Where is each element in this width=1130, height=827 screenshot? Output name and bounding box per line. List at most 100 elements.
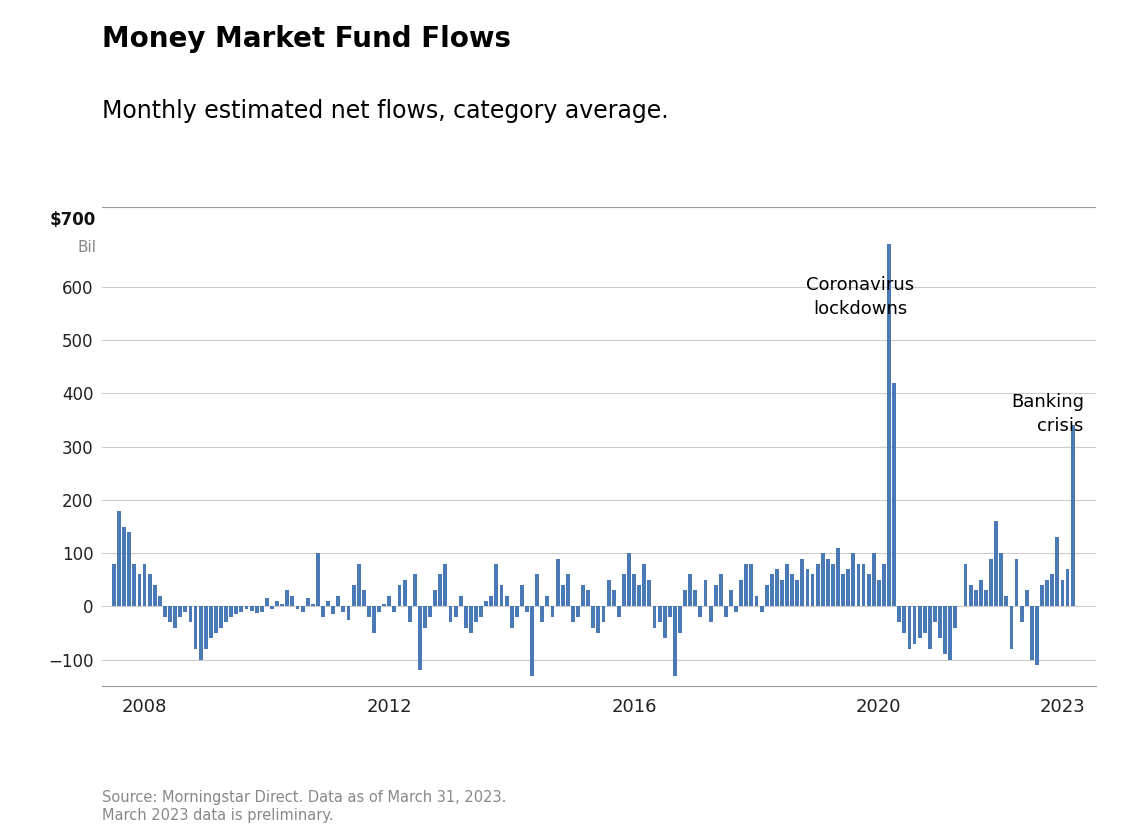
Bar	[530, 606, 534, 676]
Bar	[668, 606, 671, 617]
Bar	[550, 606, 555, 617]
Bar	[168, 606, 172, 623]
Bar	[938, 606, 942, 638]
Bar	[684, 590, 687, 606]
Bar	[499, 586, 504, 606]
Bar	[627, 553, 631, 606]
Bar	[408, 606, 411, 623]
Bar	[525, 606, 529, 612]
Bar	[412, 575, 417, 606]
Bar	[673, 606, 677, 676]
Bar	[918, 606, 922, 638]
Bar	[877, 580, 880, 606]
Bar	[560, 586, 565, 606]
Bar	[780, 580, 784, 606]
Bar	[913, 606, 916, 643]
Bar	[183, 606, 188, 612]
Bar	[846, 569, 850, 606]
Bar	[999, 553, 1003, 606]
Bar	[402, 580, 407, 606]
Bar	[775, 569, 779, 606]
Bar	[984, 590, 988, 606]
Bar	[132, 564, 137, 606]
Bar	[1055, 538, 1059, 606]
Bar	[887, 244, 890, 606]
Bar	[321, 606, 325, 617]
Bar	[923, 606, 927, 633]
Bar	[1029, 606, 1034, 660]
Bar	[1025, 590, 1028, 606]
Bar	[469, 606, 472, 633]
Bar	[464, 606, 468, 628]
Bar	[433, 590, 437, 606]
Bar	[591, 606, 596, 628]
Bar	[438, 575, 442, 606]
Bar	[505, 595, 508, 606]
Bar	[244, 606, 249, 609]
Bar	[734, 606, 738, 612]
Bar	[1050, 575, 1054, 606]
Bar	[1040, 586, 1044, 606]
Bar	[745, 564, 748, 606]
Bar	[759, 606, 764, 612]
Bar	[1071, 425, 1075, 606]
Bar	[903, 606, 906, 633]
Bar	[209, 606, 212, 638]
Bar	[755, 595, 758, 606]
Bar	[867, 575, 870, 606]
Bar	[944, 606, 947, 654]
Bar	[820, 553, 825, 606]
Bar	[459, 595, 462, 606]
Bar	[770, 575, 774, 606]
Bar	[331, 606, 336, 614]
Text: Bil: Bil	[77, 240, 96, 255]
Bar	[290, 595, 294, 606]
Bar	[234, 606, 238, 614]
Bar	[193, 606, 198, 649]
Bar	[112, 564, 116, 606]
Bar	[1005, 595, 1008, 606]
Bar	[765, 586, 768, 606]
Bar	[163, 606, 167, 617]
Bar	[597, 606, 600, 633]
Bar	[173, 606, 177, 628]
Bar	[1015, 558, 1018, 606]
Bar	[968, 586, 973, 606]
Bar	[138, 575, 141, 606]
Bar	[652, 606, 657, 628]
Bar	[1061, 580, 1064, 606]
Bar	[179, 606, 182, 617]
Bar	[663, 606, 667, 638]
Bar	[536, 575, 539, 606]
Bar	[398, 586, 401, 606]
Bar	[153, 586, 157, 606]
Bar	[796, 580, 799, 606]
Bar	[785, 564, 789, 606]
Bar	[739, 580, 744, 606]
Bar	[658, 606, 661, 623]
Bar	[266, 599, 269, 606]
Bar	[729, 590, 733, 606]
Bar	[642, 564, 646, 606]
Text: Monthly estimated net flows, category average.: Monthly estimated net flows, category av…	[102, 99, 668, 123]
Text: Source: Morningstar Direct. Data as of March 31, 2023.
March 2023 data is prelim: Source: Morningstar Direct. Data as of M…	[102, 791, 506, 823]
Bar	[382, 604, 386, 606]
Bar	[254, 606, 259, 613]
Bar	[489, 595, 493, 606]
Bar	[806, 569, 809, 606]
Bar	[341, 606, 346, 612]
Bar	[475, 606, 478, 623]
Bar	[418, 606, 421, 671]
Bar	[224, 606, 228, 623]
Bar	[118, 510, 121, 606]
Bar	[1035, 606, 1038, 665]
Bar	[351, 586, 356, 606]
Bar	[948, 606, 953, 660]
Bar	[388, 595, 391, 606]
Bar	[816, 564, 819, 606]
Bar	[296, 606, 299, 609]
Bar	[632, 575, 636, 606]
Bar	[974, 590, 977, 606]
Bar	[337, 595, 340, 606]
Bar	[428, 606, 432, 617]
